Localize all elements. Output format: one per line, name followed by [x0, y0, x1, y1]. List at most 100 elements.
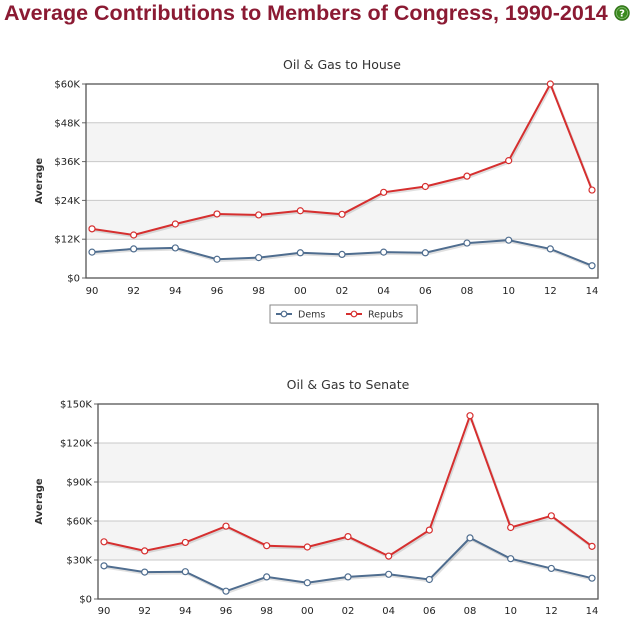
data-point-repubs[interactable]: [213, 210, 221, 218]
y-tick-label: $120K: [60, 439, 92, 450]
data-point-repubs[interactable]: [100, 538, 108, 546]
data-point-repubs[interactable]: [463, 172, 471, 180]
data-point-dems[interactable]: [88, 248, 96, 256]
data-point-repubs[interactable]: [303, 543, 311, 551]
data-point-repubs[interactable]: [588, 542, 596, 550]
x-tick-label: 98: [260, 606, 273, 617]
data-point-dems[interactable]: [130, 245, 138, 253]
data-point-repubs[interactable]: [141, 547, 149, 555]
data-point-dems[interactable]: [213, 255, 221, 263]
data-point-dems[interactable]: [303, 579, 311, 587]
x-tick-label: 08: [461, 286, 474, 297]
data-point-dems[interactable]: [181, 568, 189, 576]
data-point-dems[interactable]: [421, 249, 429, 257]
x-tick-label: 90: [98, 606, 111, 617]
data-point-dems[interactable]: [547, 564, 555, 573]
legend-box: [269, 304, 418, 324]
data-point-dems[interactable]: [425, 575, 433, 584]
y-tick-label: $150K: [60, 400, 92, 411]
x-tick-label: 00: [301, 606, 314, 617]
x-tick-label: 90: [86, 286, 99, 297]
data-point-repubs[interactable]: [255, 211, 263, 219]
x-tick-label: 12: [544, 286, 557, 297]
data-point-dems[interactable]: [505, 236, 513, 244]
x-tick-label: 10: [504, 606, 517, 617]
data-point-dems[interactable]: [546, 245, 554, 253]
y-tick-label: $60K: [54, 80, 80, 91]
x-tick-label: 06: [423, 606, 436, 617]
data-point-dems[interactable]: [338, 250, 346, 258]
y-axis-label: Average: [34, 158, 45, 205]
x-tick-label: 92: [138, 606, 151, 617]
data-point-dems[interactable]: [171, 244, 179, 252]
data-point-dems[interactable]: [588, 262, 596, 270]
data-point-repubs[interactable]: [547, 512, 555, 520]
plot-band: [98, 443, 598, 482]
y-tick-label: $0: [67, 274, 80, 285]
page-title: Average Contributions to Members of Cong…: [4, 1, 608, 25]
data-point-dems[interactable]: [463, 239, 471, 247]
x-tick-label: 08: [464, 606, 477, 617]
x-tick-label: 96: [220, 606, 233, 617]
x-tick-label: 94: [179, 606, 192, 617]
data-point-repubs[interactable]: [344, 532, 352, 541]
legend-marker-repubs: [350, 310, 358, 318]
y-tick-label: $12K: [54, 235, 80, 246]
data-point-dems[interactable]: [344, 573, 352, 581]
data-point-repubs[interactable]: [380, 188, 388, 196]
y-tick-label: $48K: [54, 118, 80, 129]
data-point-repubs[interactable]: [263, 542, 271, 550]
data-point-repubs[interactable]: [505, 157, 513, 165]
legend-label-dems[interactable]: Dems: [298, 310, 325, 321]
data-point-dems[interactable]: [222, 587, 230, 595]
chart-title: Oil & Gas to Senate: [287, 377, 410, 392]
y-tick-label: $60K: [66, 517, 92, 528]
x-tick-label: 98: [252, 286, 265, 297]
data-point-dems[interactable]: [263, 573, 271, 581]
x-tick-label: 02: [336, 286, 349, 297]
data-point-repubs[interactable]: [88, 225, 96, 233]
data-point-dems[interactable]: [100, 562, 108, 570]
data-point-dems[interactable]: [141, 568, 149, 576]
x-tick-label: 04: [377, 286, 390, 297]
data-point-dems[interactable]: [385, 570, 393, 578]
data-point-dems[interactable]: [255, 254, 263, 262]
data-point-repubs[interactable]: [296, 207, 304, 215]
data-point-repubs[interactable]: [421, 182, 429, 191]
data-point-repubs[interactable]: [425, 526, 433, 534]
x-tick-label: 92: [127, 286, 140, 297]
x-tick-label: 12: [545, 606, 558, 617]
legend: Dems Repubs: [269, 304, 418, 324]
x-tick-label: 10: [502, 286, 515, 297]
y-axis-label: Average: [34, 478, 45, 525]
x-tick-label: 14: [586, 606, 599, 617]
data-point-repubs[interactable]: [546, 80, 554, 88]
x-tick-label: 00: [294, 286, 307, 297]
data-point-dems[interactable]: [296, 249, 304, 257]
data-point-repubs[interactable]: [588, 186, 596, 194]
data-point-repubs[interactable]: [385, 552, 393, 560]
data-point-repubs[interactable]: [222, 522, 230, 530]
data-point-repubs[interactable]: [466, 412, 474, 420]
data-point-repubs[interactable]: [171, 220, 179, 228]
data-point-repubs[interactable]: [130, 231, 138, 239]
data-point-repubs[interactable]: [181, 538, 189, 547]
data-point-dems[interactable]: [507, 555, 515, 563]
chart-title: Oil & Gas to House: [283, 57, 401, 72]
x-tick-label: 14: [586, 286, 599, 297]
data-point-dems[interactable]: [466, 534, 474, 542]
help-question-icon[interactable]: ?: [614, 5, 630, 21]
x-tick-label: 04: [382, 606, 395, 617]
data-point-dems[interactable]: [380, 248, 388, 256]
data-point-dems[interactable]: [588, 574, 596, 582]
data-point-repubs[interactable]: [338, 210, 346, 218]
y-tick-label: $24K: [54, 196, 80, 207]
x-tick-label: 96: [211, 286, 224, 297]
svg-text:?: ?: [619, 9, 625, 20]
data-point-repubs[interactable]: [507, 523, 515, 532]
plot-frame: [85, 83, 599, 279]
legend-label-repubs[interactable]: Repubs: [368, 310, 403, 321]
plot-band: [86, 200, 598, 240]
x-tick-label: 06: [419, 286, 432, 297]
